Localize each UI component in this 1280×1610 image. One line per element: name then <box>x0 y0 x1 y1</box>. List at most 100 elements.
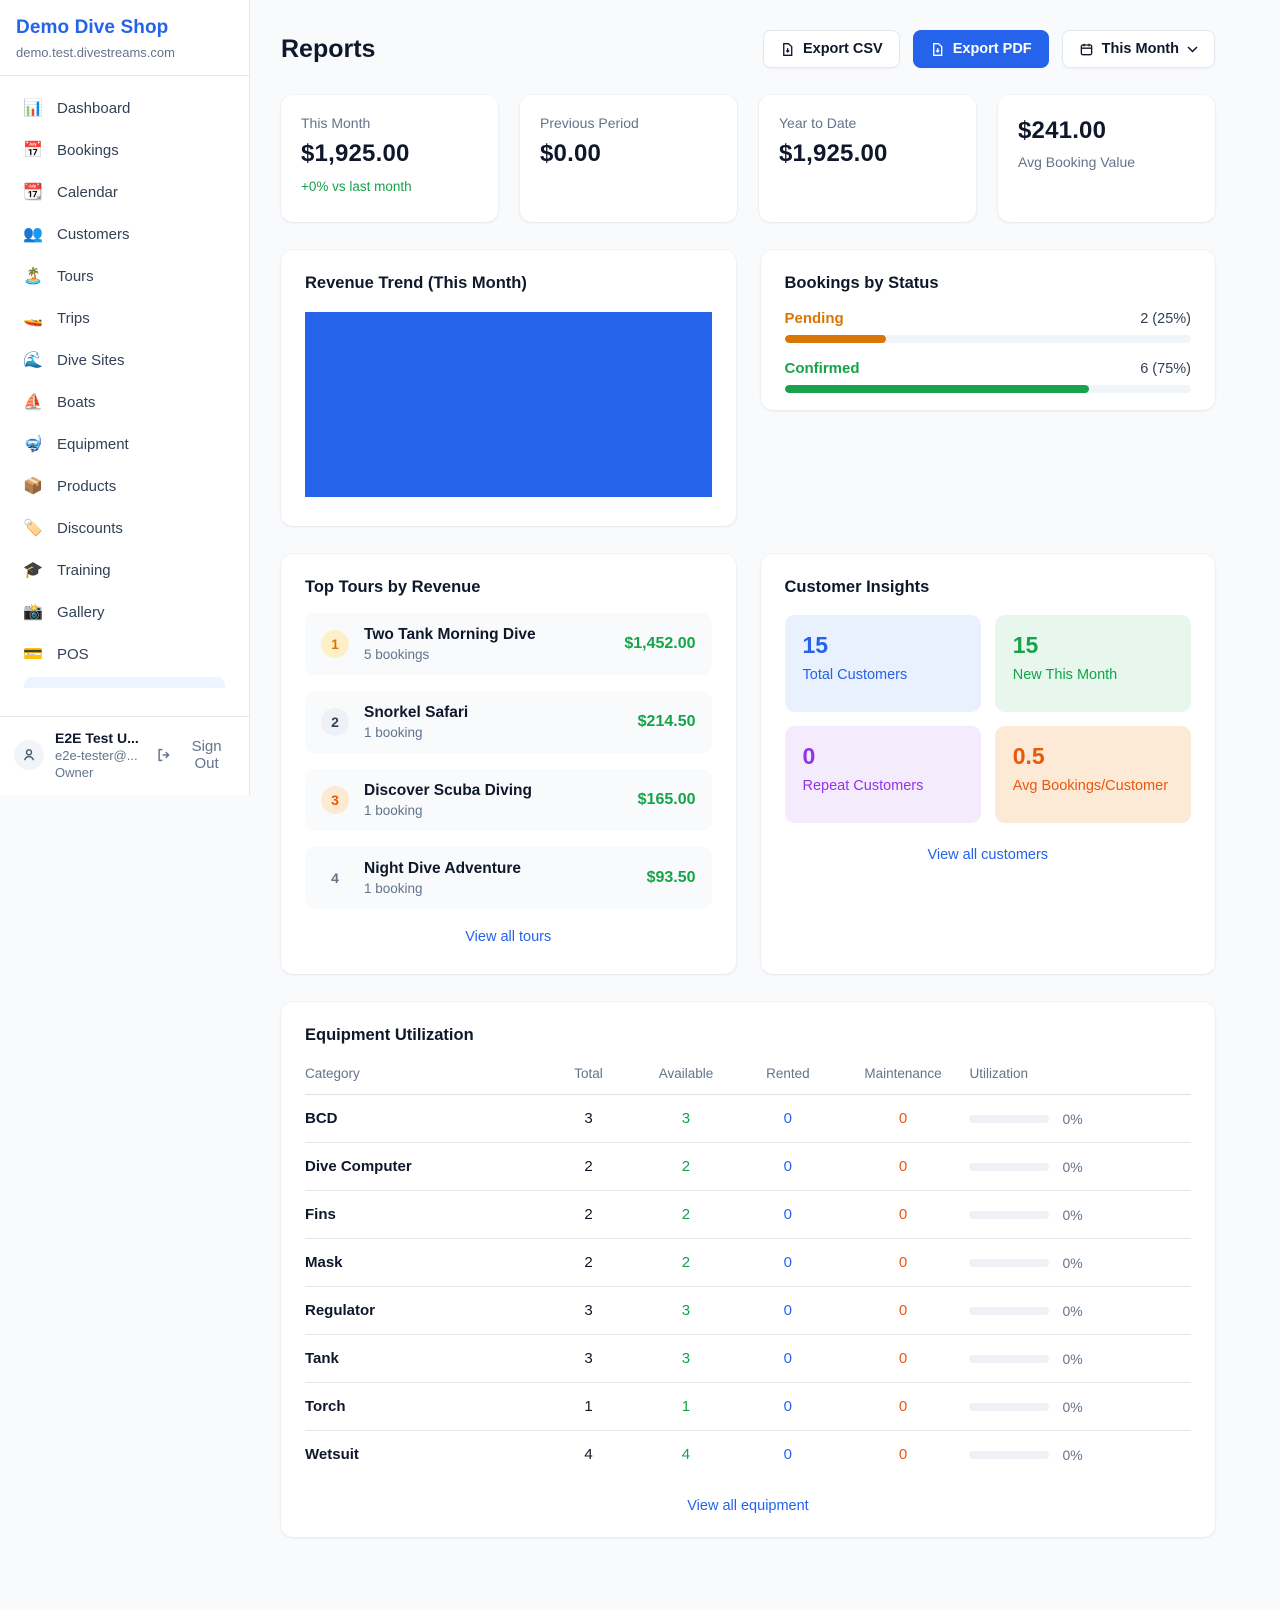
insight-label: Total Customers <box>802 667 908 683</box>
export-csv-button[interactable]: Export CSV <box>762 30 900 68</box>
view-all-equipment-link[interactable]: View all equipment <box>687 1498 809 1514</box>
sidebar-item-dashboard[interactable]: 📊 Dashboard <box>12 89 237 127</box>
stat-card-avg-booking-value: $241.00 Avg Booking Value <box>998 95 1215 222</box>
sidebar-item-label: Dive Sites <box>57 351 125 369</box>
calendar-icon <box>1080 43 1092 55</box>
sidebar-item-trips[interactable]: 🚤 Trips <box>12 299 237 337</box>
view-all-customers-link[interactable]: View all customers <box>927 847 1049 863</box>
card-title: Customer Insights <box>784 578 930 596</box>
sidebar-item-products[interactable]: 📦 Products <box>12 467 237 505</box>
stat-value: $0.00 <box>540 140 602 167</box>
sidebar-item-training[interactable]: 🎓 Training <box>12 551 237 589</box>
sidebar-item-label: Bookings <box>57 141 119 159</box>
cell-category: Tank <box>305 1334 545 1383</box>
cell-utilization: 0% <box>969 1190 1191 1239</box>
tag-icon: 🏷️ <box>23 520 43 537</box>
cell-category: Wetsuit <box>305 1446 359 1463</box>
utilization-bar <box>969 1402 1050 1411</box>
wave-icon: 🌊 <box>23 352 43 369</box>
tour-amount: $214.50 <box>637 713 696 730</box>
status-row-pending: Pending 2 (25%) <box>784 310 1191 343</box>
utilization-bar <box>969 1450 1050 1459</box>
tour-name: Two Tank Morning Dive <box>364 626 536 643</box>
sidebar-item-customers[interactable]: 👥 Customers <box>12 215 237 253</box>
sidebar: Demo Dive Shop demo.test.divestreams.com… <box>0 0 250 795</box>
progress-track <box>784 385 1191 393</box>
cell-rented: 0 <box>783 1446 793 1463</box>
cell-available: 2 <box>632 1190 740 1239</box>
insights-row: Top Tours by Revenue 1 Two Tank Morning … <box>281 554 1215 974</box>
sidebar-item-tours[interactable]: 🏝️ Tours <box>12 257 237 295</box>
sidebar-item-active-partial[interactable] <box>24 677 225 688</box>
sidebar-header: Demo Dive Shop demo.test.divestreams.com <box>0 0 249 76</box>
sidebar-item-discounts[interactable]: 🏷️ Discounts <box>12 509 237 547</box>
sidebar-item-equipment[interactable]: 🤿 Equipment <box>12 425 237 463</box>
sidebar-item-label: Trips <box>57 309 90 327</box>
table-row: Dive Computer 2 2 0 0 0% <box>305 1142 1191 1191</box>
user-info: E2E Test U... e2e-tester@... Owner <box>55 730 145 780</box>
sidebar-item-dive-sites[interactable]: 🌊 Dive Sites <box>12 341 237 379</box>
cell-utilization: 0% <box>969 1382 1191 1431</box>
cell-category: Fins <box>305 1190 545 1239</box>
export-pdf-button[interactable]: Export PDF <box>912 30 1049 68</box>
sidebar-item-boats[interactable]: ⛵ Boats <box>12 383 237 421</box>
cell-total: 2 <box>544 1190 633 1239</box>
insight-value: 0 <box>802 743 816 769</box>
period-dropdown[interactable]: This Month <box>1061 30 1215 68</box>
stat-card-previous-period: Previous Period $0.00 <box>520 95 737 222</box>
cell-available: 3 <box>632 1286 740 1335</box>
camera-icon: 📸 <box>23 604 43 621</box>
equipment-utilization-card: Equipment Utilization Category Total Ava… <box>281 1002 1215 1537</box>
column-header: Total <box>544 1049 633 1095</box>
sign-out-button[interactable]: Sign Out <box>156 738 235 772</box>
insight-value: 0.5 <box>1012 743 1045 769</box>
sidebar-item-label: Dashboard <box>57 99 131 117</box>
status-row-confirmed: Confirmed 6 (75%) <box>784 360 1191 393</box>
insight-repeat-customers: 0 Repeat Customers <box>784 726 981 823</box>
file-download-icon <box>932 42 943 56</box>
cell-utilization: 0% <box>969 1431 1191 1479</box>
customer-insights-card: Customer Insights 15 Total Customers 15 … <box>760 554 1215 974</box>
rank-badge: 3 <box>321 786 349 814</box>
table-row: Regulator 3 3 0 0 0% <box>305 1286 1191 1335</box>
cell-category: BCD <box>305 1094 545 1143</box>
sidebar-item-label: Discounts <box>57 519 123 537</box>
list-item: 3 Discover Scuba Diving 1 booking $165.0… <box>305 769 712 831</box>
cell-total: 3 <box>544 1094 633 1143</box>
cell-available: 3 <box>632 1334 740 1383</box>
cell-available: 2 <box>632 1238 740 1287</box>
tour-name: Snorkel Safari <box>364 704 469 721</box>
cell-category: Dive Computer <box>305 1142 545 1191</box>
utilization-bar <box>969 1306 1050 1315</box>
page-title: Reports <box>281 34 376 63</box>
view-all-tours-link[interactable]: View all tours <box>465 929 552 945</box>
cell-available: 1 <box>632 1382 740 1431</box>
sidebar-item-bookings[interactable]: 📅 Bookings <box>12 131 237 169</box>
utilization-percent: 0% <box>1062 1398 1083 1415</box>
sidebar-item-label: Products <box>57 477 117 495</box>
island-icon: 🏝️ <box>23 268 43 285</box>
list-item: 2 Snorkel Safari 1 booking $214.50 <box>305 691 712 753</box>
column-header: Rented <box>739 1049 837 1095</box>
column-header: Utilization <box>969 1049 1191 1095</box>
sidebar-item-gallery[interactable]: 📸 Gallery <box>12 593 237 631</box>
sidebar-item-pos[interactable]: 💳 POS <box>12 635 237 673</box>
cell-available: 4 <box>681 1446 691 1463</box>
revenue-trend-chart <box>305 312 712 497</box>
sailboat-icon: ⛵ <box>23 394 43 411</box>
cell-rented: 0 <box>739 1334 837 1383</box>
tour-name: Night Dive Adventure <box>364 860 522 877</box>
cell-total: 3 <box>544 1286 633 1335</box>
cell-utilization: 0% <box>969 1238 1191 1287</box>
two-people-icon: 👥 <box>23 226 43 243</box>
cell-total: 2 <box>544 1238 633 1287</box>
cell-maintenance: 0 <box>898 1446 908 1463</box>
sidebar-item-calendar[interactable]: 📆 Calendar <box>12 173 237 211</box>
insight-avg-bookings: 0.5 Avg Bookings/Customer <box>994 726 1191 823</box>
cell-maintenance: 0 <box>836 1286 970 1335</box>
calendar-17-icon: 📅 <box>23 142 43 159</box>
cell-utilization: 0% <box>969 1142 1191 1191</box>
rank-badge: 1 <box>321 630 349 658</box>
cell-available: 3 <box>632 1094 740 1143</box>
insight-value: 15 <box>1012 632 1039 658</box>
